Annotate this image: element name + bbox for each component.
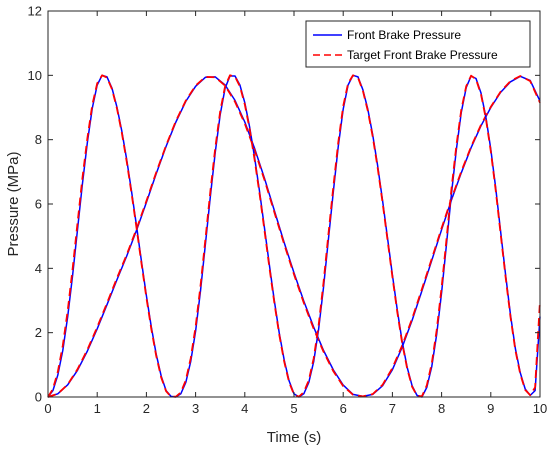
y-tick-label: 8 bbox=[35, 132, 42, 147]
y-tick-label: 2 bbox=[35, 325, 42, 340]
y-tick-label: 6 bbox=[35, 197, 42, 212]
legend-label-front-brake-pressure: Front Brake Pressure bbox=[347, 28, 461, 42]
legend-label-target-front-brake-pressure: Target Front Brake Pressure bbox=[347, 48, 498, 62]
x-tick-label: 5 bbox=[290, 401, 297, 416]
y-tick-label: 4 bbox=[35, 261, 42, 276]
legend-box bbox=[305, 20, 531, 68]
x-tick-label: 6 bbox=[340, 401, 347, 416]
x-tick-label: 1 bbox=[94, 401, 101, 416]
x-tick-label: 9 bbox=[487, 401, 494, 416]
x-tick-label: 4 bbox=[241, 401, 248, 416]
x-tick-label: 10 bbox=[533, 401, 547, 416]
y-tick-label: 12 bbox=[28, 4, 42, 19]
series-target-line-1 bbox=[47, 75, 541, 398]
x-tick-label: 0 bbox=[44, 401, 51, 416]
legend: Front Brake Pressure Target Front Brake … bbox=[305, 20, 531, 68]
x-tick-label: 3 bbox=[192, 401, 199, 416]
x-axis-label: Time (s) bbox=[267, 429, 321, 446]
y-tick-label: 10 bbox=[28, 68, 42, 83]
x-tick-label: 8 bbox=[438, 401, 445, 416]
y-axis-label: Pressure (MPa) bbox=[5, 151, 22, 256]
x-tick-label: 2 bbox=[143, 401, 150, 416]
x-tick-label: 7 bbox=[389, 401, 396, 416]
y-tick-label: 0 bbox=[35, 390, 42, 405]
